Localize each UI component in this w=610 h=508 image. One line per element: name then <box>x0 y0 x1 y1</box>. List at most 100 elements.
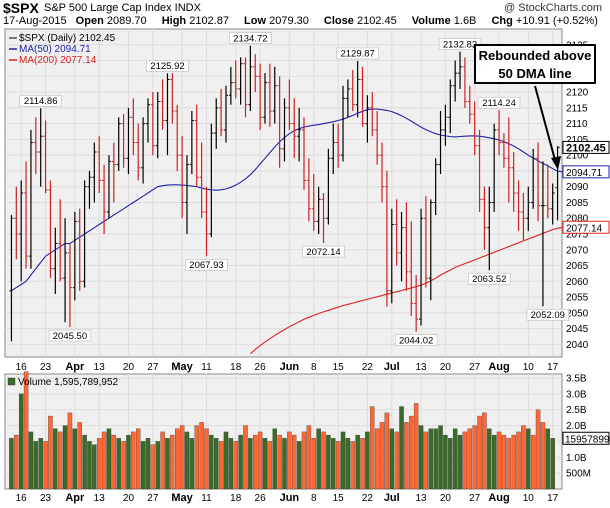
legend-ma50-label: MA(50) 2094.71 <box>19 44 91 55</box>
ohlc-bar <box>453 60 458 102</box>
ohlc-bar <box>194 104 199 187</box>
ohlc-bar <box>536 142 541 222</box>
callout-arrowhead <box>551 156 561 170</box>
ohlc-bar <box>302 117 307 190</box>
volume-bar <box>14 434 19 490</box>
ohlc-bar <box>389 208 394 304</box>
volume-x-tick-label: 27 <box>147 493 159 504</box>
ohlc-bar <box>175 104 180 171</box>
volume-y-tick-label: 3.5B <box>566 374 587 385</box>
volume-bar <box>409 415 414 490</box>
ohlc-bar <box>550 183 555 225</box>
price-y-tick-label: 2120 <box>566 88 589 99</box>
callout-arrow <box>534 85 556 161</box>
price-y-tick-label: 2055 <box>566 293 589 304</box>
ohlc-bar <box>306 158 311 222</box>
ohlc-bar <box>180 136 185 219</box>
volume-bar <box>350 441 355 490</box>
ohlc-bar <box>111 142 116 203</box>
price-y-tick-label: 2045 <box>566 324 589 335</box>
volume-bar <box>57 431 63 490</box>
volume-x-tick-label: Jun <box>280 492 300 504</box>
volume-bar <box>467 428 473 490</box>
price-x-tick-label: 23 <box>40 362 52 373</box>
volume-bar <box>316 428 321 490</box>
ohlc-bar <box>262 73 267 124</box>
ohlc-bar <box>204 186 209 257</box>
volume-bar <box>267 441 273 490</box>
volume-bar <box>448 438 453 490</box>
ohlc-bar <box>394 199 399 266</box>
price-annotation-label: 2129.87 <box>340 49 374 60</box>
ohlc-bar <box>287 79 292 130</box>
volume-bar <box>145 438 151 490</box>
quote-date: 17-Aug-2015 <box>3 15 67 27</box>
ohlc-bar <box>423 196 428 288</box>
price-annotation-box <box>394 334 438 347</box>
volume-bar <box>253 434 258 490</box>
copyright-label[interactable]: @ StockCharts.com <box>504 2 602 14</box>
price-y-tick-label: 2090 <box>566 182 589 193</box>
ohlc-bar <box>238 57 243 105</box>
quote-low: Low 2079.30 <box>244 15 309 27</box>
ohlc-bar <box>97 136 102 193</box>
ohlc-bar <box>106 155 111 219</box>
volume-bar <box>43 441 48 490</box>
volume-bar <box>218 441 224 490</box>
price-annotation-label: 2067.93 <box>189 260 223 271</box>
volume-bar <box>530 434 536 490</box>
price-x-tick-label: May <box>171 361 193 373</box>
volume-bar <box>23 371 29 490</box>
volume-bar <box>96 438 102 490</box>
volume-bar <box>501 434 507 490</box>
ohlc-bar <box>243 57 248 118</box>
volume-bar <box>526 428 531 490</box>
volume-bar <box>238 434 243 490</box>
volume-bar <box>394 431 399 490</box>
price-annotation-box <box>477 96 521 109</box>
ohlc-bar <box>462 57 467 108</box>
legend-volume-label: Volume 1,595,789,952 <box>18 377 119 388</box>
ohlc-bar <box>443 104 448 146</box>
ohlc-bar <box>209 123 214 238</box>
price-y-tick-label: 2065 <box>566 261 589 272</box>
ohlc-bar <box>428 199 433 301</box>
ma50-line <box>11 108 563 292</box>
price-x-tick-label: 13 <box>94 362 106 373</box>
volume-x-tick-label: Apr <box>65 492 85 504</box>
price-annotation-box <box>302 245 345 258</box>
ohlc-bar <box>165 73 170 156</box>
volume-bar <box>516 431 521 490</box>
ohlc-bar <box>409 221 414 316</box>
volume-x-tick-label: 10 <box>523 493 535 504</box>
ohlc-bar <box>87 170 92 209</box>
ohlc-bar <box>82 180 87 288</box>
ohlc-bar <box>228 66 233 105</box>
ohlc-bar <box>43 120 48 193</box>
ma200-last-value-box <box>562 220 610 234</box>
volume-x-tick-label: 15 <box>333 493 345 504</box>
price-x-tick-label: Aug <box>488 361 509 373</box>
price-annotation-label: 2132.82 <box>443 39 477 50</box>
ohlc-bar <box>472 101 477 156</box>
volume-bar <box>306 425 312 490</box>
volume-bar <box>496 431 502 490</box>
legend-price-label: $SPX (Daily) 2102.45 <box>19 33 116 44</box>
ohlc-bar <box>487 186 492 271</box>
volume-bar <box>248 438 253 490</box>
ohlc-bar <box>277 76 282 168</box>
price-x-tick-label: Jul <box>384 361 400 373</box>
volume-bar <box>292 434 297 490</box>
volume-bar <box>550 438 555 490</box>
price-x-tick-label: 22 <box>362 362 374 373</box>
volume-bar <box>257 431 263 490</box>
price-y-tick-label: 2100 <box>566 151 589 162</box>
volume-last-value: 1595789952 <box>565 434 610 445</box>
ohlc-bar <box>316 186 321 234</box>
price-y-tick-label: 2075 <box>566 230 589 241</box>
volume-bar <box>175 428 180 490</box>
volume-bar <box>355 434 360 490</box>
ohlc-bar <box>540 161 545 307</box>
ohlc-bar <box>184 155 189 234</box>
volume-x-tick-label: 11 <box>201 493 212 504</box>
